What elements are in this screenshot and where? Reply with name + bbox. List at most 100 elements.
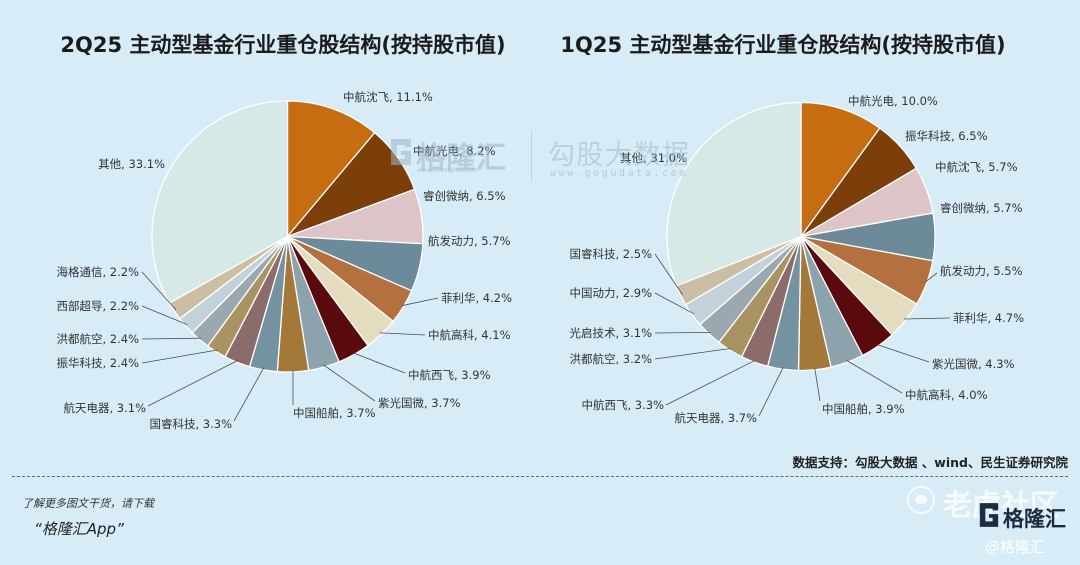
data-label: 海格通信, 2.2% (56, 265, 139, 279)
data-label: 国睿科技, 3.3% (149, 417, 232, 431)
data-label-value: , 4.3% (978, 357, 1015, 371)
data-label-value: , 3.2% (615, 352, 652, 366)
data-label-value: , 2.2% (102, 299, 139, 313)
data-label-value: , 5.7% (474, 234, 511, 248)
data-label: 航天电器, 3.1% (63, 401, 146, 415)
data-label: 振华科技, 2.4% (56, 356, 139, 370)
data-label-value: , 3.9% (454, 368, 491, 382)
data-label-name: 国睿科技 (149, 417, 195, 431)
data-label: 航发动力, 5.5% (940, 264, 1023, 278)
leader-line (654, 253, 683, 295)
data-labels: 中航沈飞, 11.1% 中航光电, 8.2% 睿创微纳, 6.5% 航发动力, 5.7… (56, 90, 512, 431)
data-label-name: 西部超导 (56, 299, 102, 313)
pie-chart-2q25: 中航沈飞, 11.1% 中航光电, 8.2% 睿创微纳, 6.5% 航发动力, 5.7… (56, 90, 512, 431)
leader-line (654, 292, 695, 315)
data-label: 洪都航空, 3.2% (569, 352, 652, 366)
data-label: 航天电器, 3.7% (674, 411, 757, 425)
leader-line (924, 272, 938, 283)
leader-line (352, 352, 406, 374)
data-label-value: , 3.1% (615, 326, 652, 340)
data-label-value: , 2.5% (615, 247, 652, 261)
leader-line (876, 344, 930, 363)
pie-slice (800, 101, 881, 238)
data-label-value: , 5.5% (986, 264, 1023, 278)
data-label: 菲利华, 4.2% (441, 291, 512, 305)
tiger-community-watermark: 老虎社区 (943, 488, 1060, 522)
leader-line (846, 360, 903, 394)
data-label: 振华科技, 6.5% (905, 129, 988, 143)
data-label-value: , 31.0% (643, 151, 687, 165)
data-label-name: 中国船舶 (822, 402, 868, 416)
data-label-name: 中航西飞 (408, 368, 454, 382)
leader-line (141, 337, 202, 340)
data-label-name: 中航高科 (428, 328, 474, 342)
data-label-value: , 4.1% (474, 328, 511, 342)
leader-line (141, 305, 188, 325)
gelonghui-corner-logo-icon (979, 503, 999, 527)
dashed-divider (12, 476, 1068, 477)
data-label-value: , 8.2% (459, 144, 496, 158)
data-label-name: 其他 (98, 157, 121, 171)
gelonghui-corner-logo: 格隆汇 (1003, 507, 1066, 531)
leader-lines (141, 271, 439, 422)
data-label-name: 中国船舶 (293, 406, 339, 420)
data-label: 中国船舶, 3.9% (822, 402, 905, 416)
data-label-name: 航发动力 (428, 234, 474, 248)
data-label-name: 睿创微纳 (423, 189, 469, 203)
data-label-name: 中航光电 (413, 144, 459, 158)
data-label: 中航高科, 4.0% (905, 388, 988, 402)
data-label-name: 洪都航空 (569, 352, 615, 366)
data-label: 航发动力, 5.7% (428, 234, 511, 248)
pie-charts-canvas: 中航沈飞, 11.1%中航光电, 8.2%睿创微纳, 6.5%航发动力, 5.7… (56, 90, 1024, 431)
data-label-name: 中国动力 (569, 286, 615, 300)
data-label: 中国动力, 2.9% (569, 286, 652, 300)
data-label: 中航沈飞, 5.7% (935, 160, 1018, 174)
chart-title-1q25: 1Q25 主动型基金行业重仓股结构(按持股市值) (560, 33, 1006, 57)
data-label-name: 中航沈飞 (343, 90, 389, 104)
leader-line (665, 359, 756, 406)
data-label: 睿创微纳, 6.5% (423, 189, 506, 203)
data-label-name: 光启技术 (569, 326, 615, 340)
leader-line (141, 271, 177, 311)
leader-line (903, 317, 951, 320)
data-label: 中航高科, 4.1% (428, 328, 511, 342)
leader-line (323, 364, 376, 402)
data-label-name: 振华科技 (56, 356, 102, 370)
data-label-value: , 33.1% (121, 157, 165, 171)
data-label-name: 中航西飞 (581, 398, 627, 412)
data-label: 中国船舶, 3.7% (293, 406, 376, 420)
data-label-name: 洪都航空 (56, 332, 102, 346)
pie-chart-1q25: 中航光电, 10.0% 振华科技, 6.5% 中航沈飞, 5.7% 睿创微纳, 5.7… (569, 94, 1024, 425)
data-label: 中航光电, 10.0% (848, 94, 938, 108)
data-label-name: 海格通信 (56, 265, 102, 279)
data-label-name: 国睿科技 (569, 247, 615, 261)
pie-slice (666, 101, 802, 287)
data-label-name: 其他 (620, 151, 643, 165)
data-label: 紫光国微, 3.7% (378, 396, 461, 410)
data-label: 中航西飞, 3.9% (408, 368, 491, 382)
data-label-value: , 10.0% (894, 94, 938, 108)
data-label: 中航光电, 8.2% (413, 144, 496, 158)
data-label-value: , 5.7% (986, 201, 1023, 215)
data-label-value: , 2.2% (102, 265, 139, 279)
leader-line (141, 349, 218, 364)
data-label: 中航西飞, 3.3% (581, 398, 664, 412)
data-label-value: , 3.7% (720, 411, 757, 425)
leader-line (758, 367, 784, 417)
data-label-value: , 5.7% (981, 160, 1018, 174)
data-label-value: , 2.4% (102, 356, 139, 370)
data-label: 国睿科技, 2.5% (569, 247, 652, 261)
data-label-value: , 11.1% (389, 90, 433, 104)
data-label-value: , 4.7% (988, 311, 1025, 325)
leader-line (654, 348, 732, 360)
pie-slice (151, 100, 289, 304)
data-label-value: , 3.9% (868, 402, 905, 416)
data-label-value: , 3.7% (339, 406, 376, 420)
leader-line (654, 332, 711, 334)
data-label: 洪都航空, 2.4% (56, 332, 139, 346)
leader-line (814, 367, 821, 402)
data-label: 睿创微纳, 5.7% (940, 201, 1023, 215)
promo-app-name: “格隆汇App” (34, 520, 124, 538)
data-label-value: , 3.3% (627, 398, 664, 412)
data-label-name: 振华科技 (905, 129, 951, 143)
